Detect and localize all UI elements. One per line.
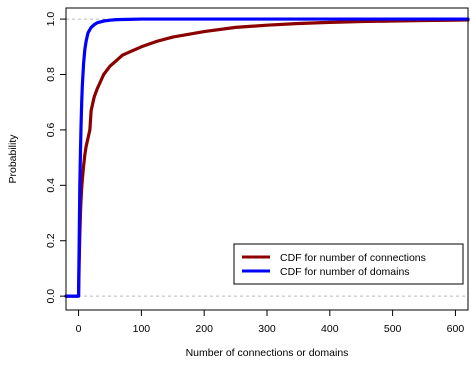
legend: CDF for number of connections CDF for num…: [233, 243, 464, 285]
y-tick-label-4: 0.8: [45, 67, 57, 82]
legend-label-0: CDF for number of connections: [280, 252, 426, 264]
x-tick-label-1: 100: [133, 323, 151, 335]
x-tick-label-4: 400: [321, 323, 339, 335]
y-axis-label: Probability: [7, 134, 19, 184]
legend-box: [233, 243, 464, 285]
x-tick-label-2: 200: [195, 323, 213, 335]
legend-label-1: CDF for number of domains: [280, 266, 410, 278]
series-line-0: [64, 18, 470, 298]
series-line-1: [64, 17, 470, 298]
x-axis-label: Number of connections or domains: [186, 347, 349, 359]
y-tick-label-0: 0.0: [45, 289, 57, 304]
plot-area: [64, 17, 470, 298]
axes: 0 100 200 300 400 500 600 0.0 0.2 0.4 0.6 0.8 1.0: [45, 7, 469, 335]
x-tick-label-0: 0: [76, 323, 82, 335]
x-tick-label-5: 500: [384, 323, 402, 335]
y-tick-label-3: 0.6: [45, 122, 57, 137]
y-tick-label-5: 1.0: [45, 12, 57, 27]
y-tick-label-1: 0.2: [45, 233, 57, 248]
x-tick-label-6: 600: [447, 323, 465, 335]
x-tick-label-3: 300: [258, 323, 276, 335]
y-tick-label-2: 0.4: [45, 178, 57, 193]
